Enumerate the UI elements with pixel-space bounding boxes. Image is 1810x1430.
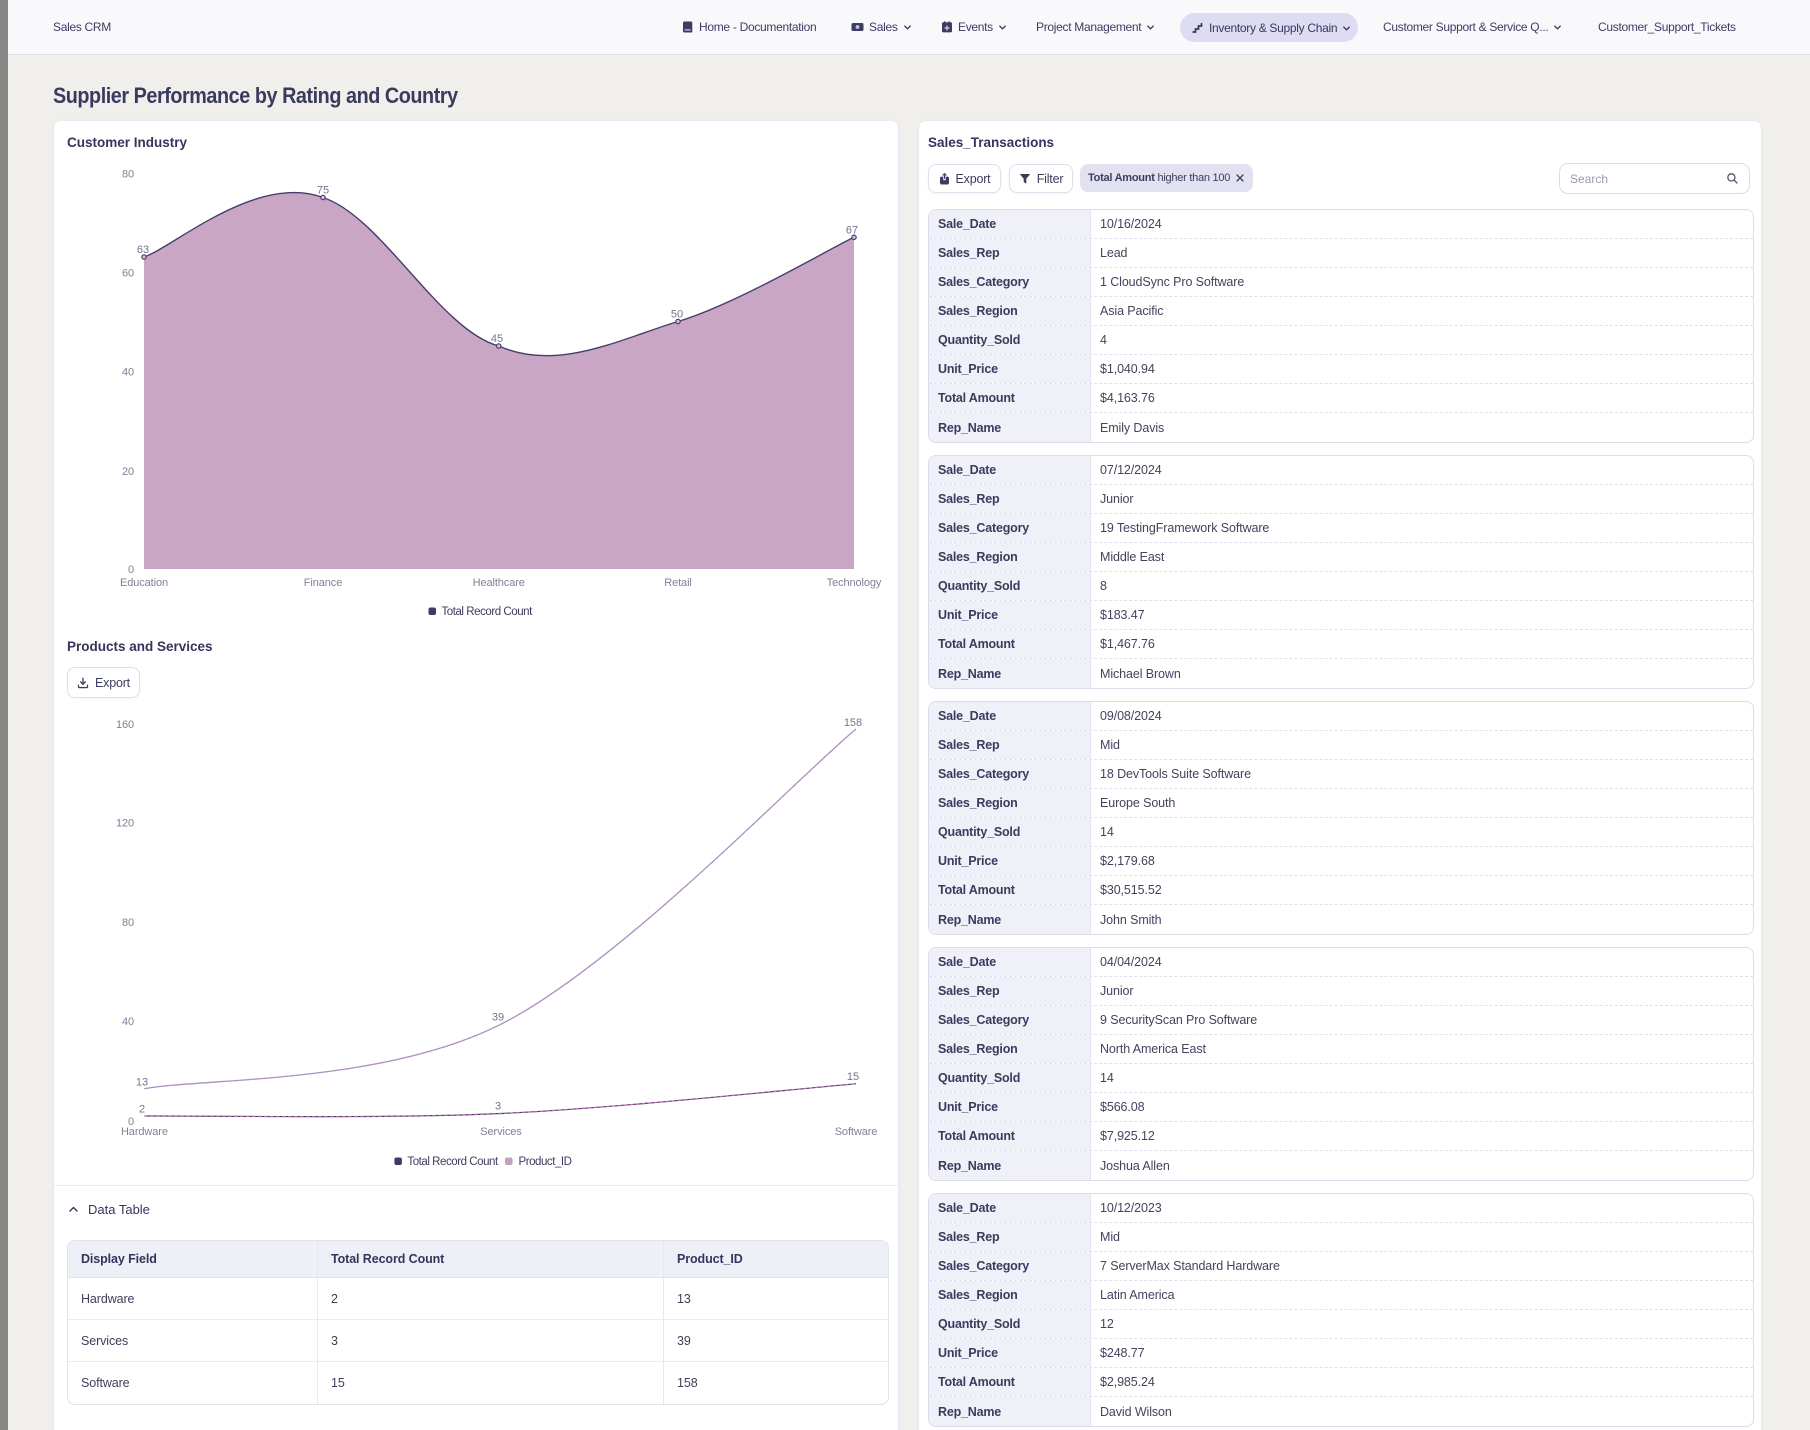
svg-text:13: 13 xyxy=(136,1077,148,1089)
svg-text:20: 20 xyxy=(122,466,134,478)
svg-text:0: 0 xyxy=(128,564,134,576)
svg-text:Total Record Count: Total Record Count xyxy=(407,1156,499,1168)
svg-text:75: 75 xyxy=(317,185,329,197)
svg-text:80: 80 xyxy=(122,917,134,929)
svg-text:3: 3 xyxy=(495,1101,501,1113)
svg-text:160: 160 xyxy=(116,719,134,731)
svg-text:40: 40 xyxy=(122,367,134,379)
svg-text:Education: Education xyxy=(120,577,168,589)
svg-text:Healthcare: Healthcare xyxy=(473,577,525,589)
svg-text:50: 50 xyxy=(671,309,683,321)
svg-text:67: 67 xyxy=(846,225,858,237)
svg-text:15: 15 xyxy=(847,1071,859,1083)
svg-text:39: 39 xyxy=(492,1012,504,1024)
svg-text:45: 45 xyxy=(491,333,503,345)
svg-text:63: 63 xyxy=(137,244,149,256)
svg-text:40: 40 xyxy=(122,1016,134,1028)
svg-text:60: 60 xyxy=(122,268,134,280)
svg-text:Technology: Technology xyxy=(827,577,882,589)
svg-text:Finance: Finance xyxy=(304,577,342,589)
svg-text:Services: Services xyxy=(480,1126,522,1138)
svg-text:2: 2 xyxy=(139,1104,145,1116)
svg-text:Hardware: Hardware xyxy=(121,1126,168,1138)
svg-text:Retail: Retail xyxy=(664,577,692,589)
svg-text:80: 80 xyxy=(122,169,134,181)
svg-text:0: 0 xyxy=(128,1116,134,1128)
svg-text:Total Record Count: Total Record Count xyxy=(442,606,534,618)
svg-text:120: 120 xyxy=(116,818,134,830)
svg-text:Software: Software xyxy=(835,1126,878,1138)
svg-text:158: 158 xyxy=(844,717,862,729)
svg-text:Product_ID: Product_ID xyxy=(519,1156,572,1168)
